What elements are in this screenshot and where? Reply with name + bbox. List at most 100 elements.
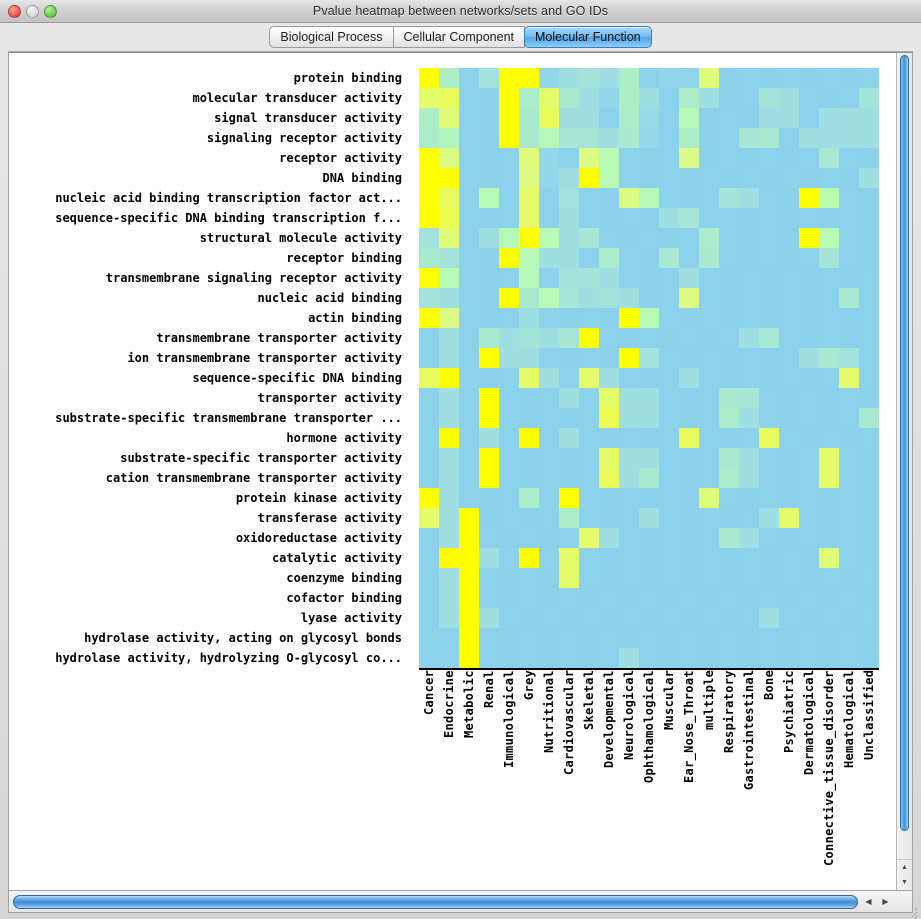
heatmap-cell[interactable]	[599, 508, 619, 528]
heatmap-cell[interactable]	[539, 208, 559, 228]
heatmap-cell[interactable]	[439, 388, 459, 408]
heatmap-cell[interactable]	[759, 148, 779, 168]
heatmap-cell[interactable]	[419, 368, 439, 388]
heatmap-cell[interactable]	[539, 568, 559, 588]
heatmap-cell[interactable]	[539, 388, 559, 408]
heatmap-cell[interactable]	[779, 108, 799, 128]
heatmap-cell[interactable]	[779, 628, 799, 648]
heatmap-cell[interactable]	[519, 568, 539, 588]
heatmap-cell[interactable]	[719, 608, 739, 628]
heatmap-cell[interactable]	[839, 568, 859, 588]
heatmap-cell[interactable]	[499, 608, 519, 628]
heatmap-cell[interactable]	[739, 268, 759, 288]
heatmap-cell[interactable]	[419, 288, 439, 308]
scroll-up-icon[interactable]: ▲	[901, 864, 908, 871]
heatmap-cell[interactable]	[819, 608, 839, 628]
heatmap-cell[interactable]	[679, 468, 699, 488]
heatmap-cell[interactable]	[499, 528, 519, 548]
heatmap-cell[interactable]	[459, 68, 479, 88]
heatmap-cell[interactable]	[579, 148, 599, 168]
heatmap-cell[interactable]	[459, 568, 479, 588]
heatmap-cell[interactable]	[739, 248, 759, 268]
heatmap-cell[interactable]	[479, 628, 499, 648]
heatmap-cell[interactable]	[599, 448, 619, 468]
heatmap-cell[interactable]	[859, 548, 879, 568]
heatmap-cell[interactable]	[419, 328, 439, 348]
heatmap-cell[interactable]	[859, 288, 879, 308]
heatmap-cell[interactable]	[799, 548, 819, 568]
heatmap-cell[interactable]	[839, 408, 859, 428]
heatmap-cell[interactable]	[539, 368, 559, 388]
heatmap-cell[interactable]	[759, 268, 779, 288]
heatmap-cell[interactable]	[759, 328, 779, 348]
heatmap-cell[interactable]	[619, 308, 639, 328]
heatmap-cell[interactable]	[519, 128, 539, 148]
heatmap-cell[interactable]	[539, 68, 559, 88]
heatmap-cell[interactable]	[679, 348, 699, 368]
heatmap-cell[interactable]	[679, 128, 699, 148]
heatmap-cell[interactable]	[659, 328, 679, 348]
heatmap-cell[interactable]	[519, 528, 539, 548]
heatmap-cell[interactable]	[579, 68, 599, 88]
heatmap-cell[interactable]	[739, 448, 759, 468]
heatmap-cell[interactable]	[639, 388, 659, 408]
heatmap-cell[interactable]	[599, 148, 619, 168]
heatmap-cell[interactable]	[739, 308, 759, 328]
heatmap-cell[interactable]	[639, 468, 659, 488]
heatmap-cell[interactable]	[599, 248, 619, 268]
heatmap-cell[interactable]	[759, 128, 779, 148]
heatmap-cell[interactable]	[819, 68, 839, 88]
heatmap-cell[interactable]	[479, 568, 499, 588]
resize-grip-icon[interactable]	[904, 903, 918, 919]
heatmap-cell[interactable]	[639, 608, 659, 628]
heatmap-cell[interactable]	[579, 468, 599, 488]
heatmap-cell[interactable]	[859, 648, 879, 668]
heatmap-cell[interactable]	[759, 508, 779, 528]
heatmap-cell[interactable]	[439, 168, 459, 188]
heatmap-cell[interactable]	[479, 248, 499, 268]
heatmap-cell[interactable]	[739, 628, 759, 648]
heatmap-cell[interactable]	[479, 428, 499, 448]
heatmap-cell[interactable]	[459, 88, 479, 108]
heatmap-cell[interactable]	[499, 88, 519, 108]
heatmap-cell[interactable]	[459, 208, 479, 228]
heatmap-cell[interactable]	[459, 508, 479, 528]
heatmap-cell[interactable]	[419, 148, 439, 168]
heatmap-cell[interactable]	[559, 588, 579, 608]
heatmap-cell[interactable]	[759, 548, 779, 568]
heatmap-cell[interactable]	[839, 648, 859, 668]
heatmap-cell[interactable]	[459, 408, 479, 428]
heatmap-cell[interactable]	[659, 588, 679, 608]
heatmap-cell[interactable]	[539, 268, 559, 288]
heatmap-cell[interactable]	[639, 588, 659, 608]
heatmap-cell[interactable]	[779, 448, 799, 468]
heatmap-cell[interactable]	[719, 348, 739, 368]
heatmap-cell[interactable]	[659, 208, 679, 228]
heatmap-cell[interactable]	[419, 548, 439, 568]
heatmap-cell[interactable]	[519, 108, 539, 128]
heatmap-cell[interactable]	[699, 588, 719, 608]
heatmap-cell[interactable]	[779, 308, 799, 328]
heatmap-cell[interactable]	[639, 228, 659, 248]
heatmap-cell[interactable]	[759, 448, 779, 468]
heatmap-cell[interactable]	[499, 628, 519, 648]
heatmap-cell[interactable]	[519, 428, 539, 448]
heatmap-cell[interactable]	[719, 268, 739, 288]
heatmap-cell[interactable]	[779, 248, 799, 268]
heatmap-cell[interactable]	[739, 208, 759, 228]
heatmap-cell[interactable]	[799, 508, 819, 528]
heatmap-cell[interactable]	[799, 168, 819, 188]
zoom-icon[interactable]	[44, 5, 57, 18]
heatmap-cell[interactable]	[499, 288, 519, 308]
heatmap-cell[interactable]	[799, 408, 819, 428]
heatmap-cell[interactable]	[719, 508, 739, 528]
heatmap-cell[interactable]	[459, 228, 479, 248]
heatmap-cell[interactable]	[579, 128, 599, 148]
heatmap-cell[interactable]	[839, 608, 859, 628]
heatmap-cell[interactable]	[679, 188, 699, 208]
heatmap-cell[interactable]	[739, 68, 759, 88]
heatmap-cell[interactable]	[499, 148, 519, 168]
heatmap-cell[interactable]	[559, 528, 579, 548]
heatmap-cell[interactable]	[799, 448, 819, 468]
heatmap-cell[interactable]	[839, 128, 859, 148]
